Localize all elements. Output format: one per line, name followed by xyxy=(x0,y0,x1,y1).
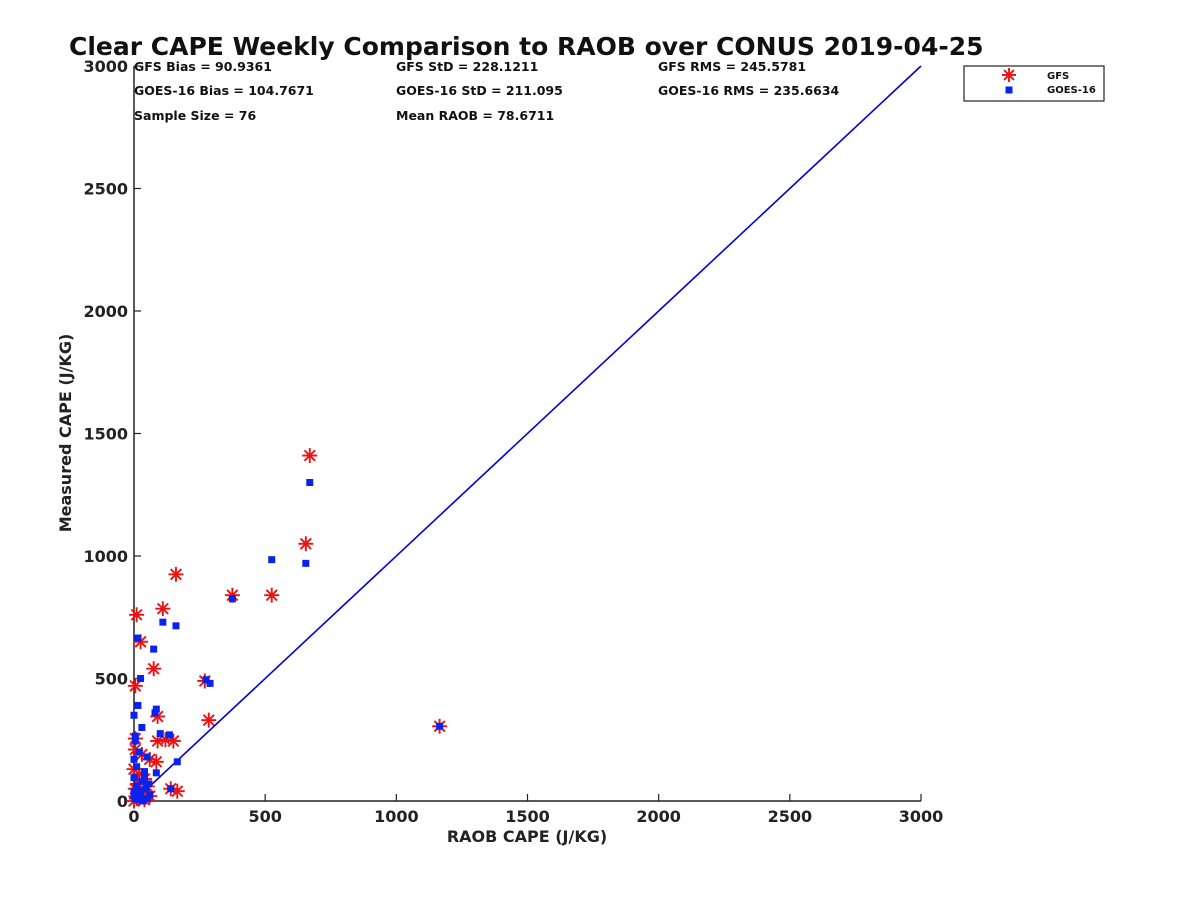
goes16-point xyxy=(133,763,141,771)
gfs-point xyxy=(129,607,145,623)
legend-goes16-square xyxy=(1005,86,1013,94)
gfs-point xyxy=(302,448,318,464)
goes16-point xyxy=(140,768,148,776)
goes16-point xyxy=(130,774,138,782)
statistics-block: GFS Bias = 90.9361 GFS StD = 228.1211 GF… xyxy=(134,59,840,123)
stat-gfs-bias: GFS Bias = 90.9361 xyxy=(134,59,272,74)
x-tick-label: 3000 xyxy=(899,807,944,826)
goes16-point xyxy=(172,622,180,630)
goes16-point xyxy=(306,479,314,486)
reference-line-group xyxy=(133,65,922,802)
x-tick-label: 0 xyxy=(128,807,139,826)
legend-goes16-label: GOES-16 xyxy=(1047,85,1096,96)
y-tick-label: 2500 xyxy=(83,180,128,199)
goes16-point xyxy=(173,758,181,766)
goes16-point xyxy=(144,780,152,788)
x-axis-label: RAOB CAPE (J/KG) xyxy=(447,827,607,846)
goes16-point xyxy=(135,787,143,795)
goes16-point xyxy=(165,731,173,739)
gfs-point xyxy=(298,536,314,552)
x-tick-label: 1000 xyxy=(374,807,419,826)
goes16-point xyxy=(302,559,310,567)
stat-goes-std: GOES-16 StD = 211.095 xyxy=(396,83,563,98)
stat-gfs-std: GFS StD = 228.1211 xyxy=(396,59,538,74)
goes16-point xyxy=(142,785,150,793)
stat-goes-rms: GOES-16 RMS = 235.6634 xyxy=(658,83,840,98)
tick-group: 0 500 1000 1500 2000 2500 3000 0 500 1000 1500 2000… xyxy=(83,57,943,826)
gfs-point xyxy=(155,601,171,617)
goes16-point xyxy=(130,755,138,763)
x-tick-label: 1500 xyxy=(505,807,550,826)
x-tick-label: 500 xyxy=(248,807,281,826)
x-tick-label: 2000 xyxy=(636,807,681,826)
gfs-point xyxy=(168,566,184,582)
goes16-point xyxy=(143,753,151,761)
chart-title: Clear CAPE Weekly Comparison to RAOB ove… xyxy=(69,32,984,61)
legend-gfs-asterisk xyxy=(1002,68,1016,82)
y-tick-label: 3000 xyxy=(83,57,128,76)
gfs-point xyxy=(148,754,164,770)
y-tick-label: 1500 xyxy=(83,425,128,444)
goes16-point xyxy=(156,730,164,738)
y-axis-label: Measured CAPE (J/KG) xyxy=(56,334,75,533)
goes16-point xyxy=(159,618,167,626)
goes16-point xyxy=(139,797,147,805)
goes16-point xyxy=(131,737,139,745)
legend-gfs-marker xyxy=(1002,68,1016,82)
stat-goes-bias: GOES-16 Bias = 104.7671 xyxy=(134,83,314,98)
goes16-point xyxy=(134,634,142,642)
goes16-point xyxy=(436,722,444,730)
goes16-point xyxy=(143,795,151,803)
legend-goes16-marker xyxy=(1005,86,1013,94)
gfs-point xyxy=(264,587,280,603)
stat-sample-size: Sample Size = 76 xyxy=(134,108,256,123)
goes16-point xyxy=(202,676,210,684)
legend: GFS GOES-16 xyxy=(963,65,1105,102)
goes16-point xyxy=(130,787,138,795)
goes16-point xyxy=(134,701,142,709)
x-tick-label: 2500 xyxy=(768,807,813,826)
goes16-point xyxy=(138,724,146,731)
legend-gfs-label: GFS xyxy=(1047,71,1069,82)
gfs-point xyxy=(146,661,162,677)
goes16-point xyxy=(152,705,160,713)
goes16-point xyxy=(131,732,139,740)
stat-gfs-rms: GFS RMS = 245.5781 xyxy=(658,59,806,74)
goes16-point xyxy=(228,595,236,603)
y-tick-label: 2000 xyxy=(83,302,128,321)
goes16-point xyxy=(151,709,159,717)
goes16-point xyxy=(133,782,141,790)
gfs-point xyxy=(127,678,143,694)
goes16-point xyxy=(137,675,145,682)
goes16-point xyxy=(135,748,143,756)
goes16-point xyxy=(150,645,158,653)
goes16-point xyxy=(130,711,138,719)
goes16-point xyxy=(140,773,148,780)
goes16-point xyxy=(206,679,214,687)
y-tick-label: 1000 xyxy=(83,547,128,566)
one-to-one-line xyxy=(133,65,922,802)
goes16-point xyxy=(146,791,154,799)
goes16-points xyxy=(130,479,444,805)
goes16-point xyxy=(152,769,160,777)
gfs-point xyxy=(201,712,217,728)
goes16-point xyxy=(268,556,276,564)
goes16-point xyxy=(138,777,146,785)
goes16-point xyxy=(130,792,138,800)
y-tick-label: 500 xyxy=(95,670,128,689)
legend-box xyxy=(963,65,1105,102)
stat-mean-raob: Mean RAOB = 78.6711 xyxy=(396,108,554,123)
y-tick-label: 0 xyxy=(117,792,128,811)
goes16-point xyxy=(134,796,142,804)
goes16-point xyxy=(167,785,175,793)
